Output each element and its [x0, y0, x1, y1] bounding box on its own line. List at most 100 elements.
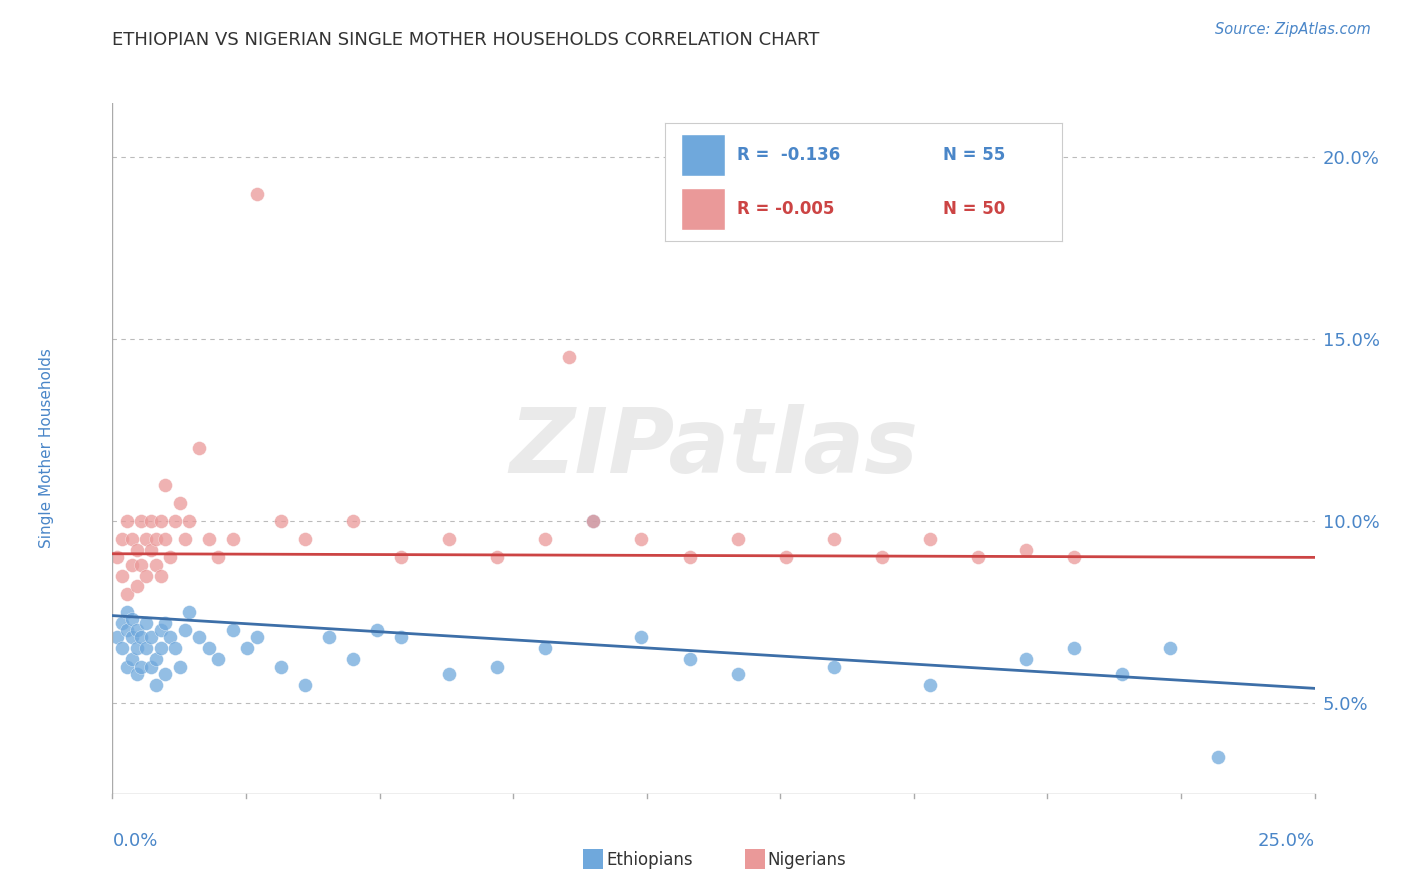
Text: R =  -0.136: R = -0.136	[737, 146, 841, 164]
Point	[139, 659, 162, 673]
Point	[149, 641, 172, 656]
Point	[197, 532, 219, 546]
Point	[534, 532, 557, 546]
Point	[823, 659, 845, 673]
Point	[121, 631, 143, 645]
Text: 25.0%: 25.0%	[1257, 832, 1315, 850]
Point	[145, 652, 167, 666]
Point	[918, 532, 941, 546]
Text: ZIPatlas: ZIPatlas	[509, 404, 918, 492]
Point	[159, 631, 181, 645]
Point	[139, 543, 162, 558]
Point	[155, 615, 177, 630]
Point	[678, 652, 700, 666]
Point	[135, 532, 157, 546]
Bar	[682, 188, 725, 230]
Point	[121, 532, 143, 546]
Point	[1063, 641, 1085, 656]
Point	[342, 514, 364, 528]
Point	[145, 678, 167, 692]
Point	[222, 532, 245, 546]
Point	[823, 532, 845, 546]
Text: Ethiopians: Ethiopians	[606, 851, 693, 869]
Point	[139, 514, 162, 528]
Text: Nigerians: Nigerians	[768, 851, 846, 869]
Point	[727, 666, 749, 681]
Text: Single Mother Households: Single Mother Households	[39, 348, 53, 549]
Point	[1208, 750, 1230, 764]
Point	[155, 477, 177, 491]
Point	[630, 631, 652, 645]
Point	[270, 659, 292, 673]
Point	[294, 532, 316, 546]
Point	[727, 532, 749, 546]
Point	[155, 532, 177, 546]
Point	[389, 550, 412, 565]
Point	[115, 605, 138, 619]
Point	[366, 623, 388, 637]
Point	[121, 652, 143, 666]
Text: 0.0%: 0.0%	[112, 832, 157, 850]
Point	[125, 543, 148, 558]
Point	[582, 514, 605, 528]
Point	[678, 550, 700, 565]
Point	[294, 678, 316, 692]
Point	[115, 587, 138, 601]
Point	[125, 580, 148, 594]
Point	[125, 666, 148, 681]
Point	[1063, 550, 1085, 565]
Text: N = 55: N = 55	[943, 146, 1005, 164]
Point	[246, 631, 269, 645]
Point	[173, 532, 195, 546]
Point	[135, 615, 157, 630]
Point	[1111, 666, 1133, 681]
Point	[145, 558, 167, 572]
Point	[236, 641, 259, 656]
Text: ETHIOPIAN VS NIGERIAN SINGLE MOTHER HOUSEHOLDS CORRELATION CHART: ETHIOPIAN VS NIGERIAN SINGLE MOTHER HOUS…	[112, 31, 820, 49]
Point	[870, 550, 893, 565]
Point	[486, 550, 509, 565]
Point	[105, 550, 128, 565]
Point	[155, 666, 177, 681]
Point	[169, 496, 191, 510]
Point	[111, 532, 134, 546]
Point	[111, 641, 134, 656]
Point	[207, 652, 229, 666]
Point	[389, 631, 412, 645]
Point	[125, 641, 148, 656]
Point	[131, 558, 153, 572]
Point	[179, 605, 201, 619]
Point	[1159, 641, 1181, 656]
Point	[197, 641, 219, 656]
Point	[188, 441, 211, 455]
Point	[486, 659, 509, 673]
Point	[270, 514, 292, 528]
Point	[115, 623, 138, 637]
Point	[115, 514, 138, 528]
Point	[163, 641, 186, 656]
Point	[135, 641, 157, 656]
Point	[188, 631, 211, 645]
Point	[169, 659, 191, 673]
Point	[121, 612, 143, 626]
Point	[342, 652, 364, 666]
Point	[131, 659, 153, 673]
Point	[115, 659, 138, 673]
Point	[139, 631, 162, 645]
Point	[159, 550, 181, 565]
Point	[967, 550, 990, 565]
Point	[173, 623, 195, 637]
Point	[246, 186, 269, 201]
Point	[558, 351, 581, 365]
Point	[111, 615, 134, 630]
Point	[582, 514, 605, 528]
Point	[1015, 652, 1038, 666]
Point	[105, 631, 128, 645]
Point	[121, 558, 143, 572]
Point	[630, 532, 652, 546]
Point	[179, 514, 201, 528]
Point	[131, 631, 153, 645]
Text: N = 50: N = 50	[943, 200, 1005, 219]
Point	[534, 641, 557, 656]
Text: R = -0.005: R = -0.005	[737, 200, 834, 219]
